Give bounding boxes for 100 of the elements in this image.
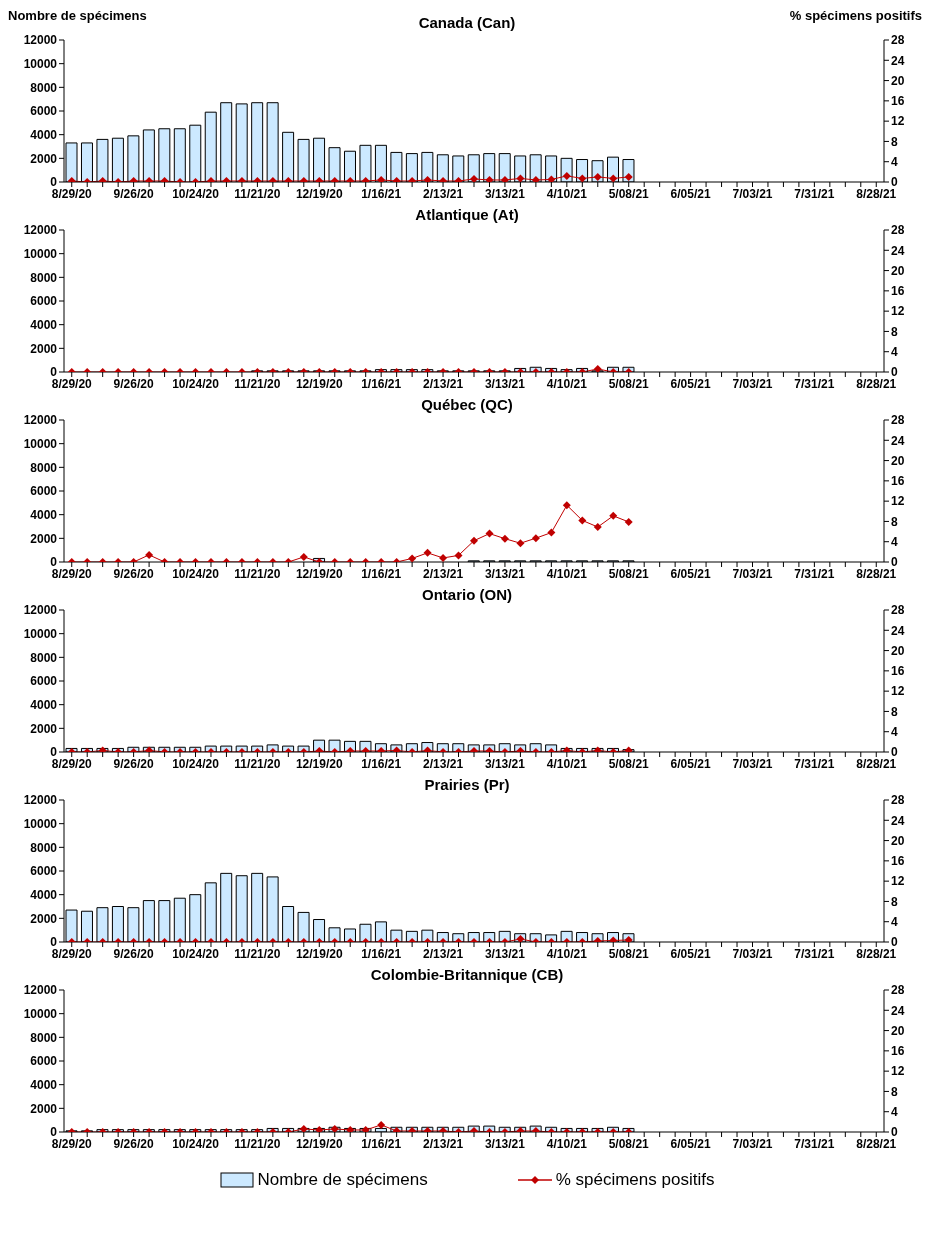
x-tick-label: 3/13/21 [484,566,526,581]
x-tick-label: 11/21/20 [234,756,281,771]
x-tick-label: 5/08/21 [608,756,650,771]
y2-tick-label: 8 [891,324,898,339]
y-tick-label: 4000 [30,697,58,712]
x-tick-label: 6/05/21 [670,186,711,201]
x-tick-label: 9/26/20 [113,566,154,581]
y2-tick-label: 4 [891,534,898,549]
x-tick-label: 4/10/21 [546,186,588,201]
y2-tick-label: 4 [891,154,898,169]
y2-tick-label: 20 [891,453,905,468]
x-tick-label: 6/05/21 [670,1136,711,1151]
y-tick-label: 2000 [30,911,58,926]
x-tick-label: 3/13/21 [484,376,526,391]
y2-tick-label: 16 [891,94,905,109]
x-tick-label: 9/26/20 [113,376,154,391]
y-tick-label: 12000 [23,983,58,998]
y2-tick-label: 8 [891,704,898,719]
x-tick-label: 12/19/20 [295,946,343,961]
x-tick-label: 3/13/21 [484,186,526,201]
y2-tick-label: 24 [891,243,905,258]
y-axis-title: Nombre de spécimens [8,8,147,23]
y2-tick-label: 12 [891,1064,905,1079]
y2-tick-label: 12 [891,304,905,319]
y-tick-label: 10000 [23,1006,58,1021]
y-tick-label: 4000 [30,887,58,902]
y-tick-label: 6000 [30,864,58,879]
x-tick-label: 3/13/21 [484,1136,526,1151]
y-tick-label: 6000 [30,674,58,689]
y-tick-label: 4000 [30,1077,58,1092]
y2-tick-label: 8 [891,134,898,149]
y-tick-label: 8000 [30,840,58,855]
x-tick-label: 7/31/21 [794,566,835,581]
y2-tick-label: 28 [891,603,905,618]
x-tick-label: 7/31/21 [794,186,835,201]
x-tick-label: 1/16/21 [361,756,402,771]
y2-tick-label: 16 [891,1044,905,1059]
x-tick-label: 9/26/20 [113,1136,154,1151]
y2-tick-label: 28 [891,223,905,238]
x-tick-label: 10/24/20 [172,376,220,391]
y2-tick-label: 24 [891,1003,905,1018]
legend-label: % spécimens positifs [555,1170,715,1190]
x-tick-label: 6/05/21 [670,566,711,581]
y2-tick-label: 28 [891,413,905,428]
y-tick-label: 4000 [30,127,58,142]
x-tick-label: 6/05/21 [670,946,711,961]
x-tick-label: 1/16/21 [361,186,402,201]
y-tick-label: 12000 [23,413,58,428]
y-tick-label: 8000 [30,650,58,665]
chart-title: Atlantique (At) [414,206,520,223]
x-tick-label: 9/26/20 [113,756,154,771]
y-tick-label: 6000 [30,484,58,499]
y-tick-label: 2000 [30,1101,58,1116]
x-tick-label: 4/10/21 [546,566,588,581]
chart-title: Prairies (Pr) [423,776,511,793]
y2-tick-label: 20 [891,643,905,658]
x-tick-label: 7/31/21 [794,376,835,391]
y2-tick-label: 20 [891,73,905,88]
x-tick-label: 7/31/21 [794,1136,835,1151]
y-tick-label: 10000 [23,246,58,261]
x-tick-label: 1/16/21 [361,1136,402,1151]
y-tick-label: 2000 [30,531,58,546]
y2-tick-label: 12 [891,874,905,889]
x-tick-label: 7/03/21 [732,756,773,771]
y2-tick-label: 24 [891,433,905,448]
y-tick-label: 4000 [30,317,58,332]
x-tick-label: 11/21/20 [234,946,281,961]
y-tick-label: 12000 [23,223,58,238]
y2-tick-label: 8 [891,514,898,529]
y2-tick-label: 12 [891,684,905,699]
y-tick-label: 2000 [30,341,58,356]
x-tick-label: 9/26/20 [113,946,154,961]
x-tick-label: 12/19/20 [295,566,343,581]
x-tick-label: 7/31/21 [794,946,835,961]
x-tick-label: 2/13/21 [423,946,464,961]
y2-tick-label: 8 [891,894,898,909]
y2-tick-label: 28 [891,983,905,998]
y2-tick-label: 28 [891,33,905,48]
x-tick-label: 11/21/20 [234,186,281,201]
y-tick-label: 8000 [30,460,58,475]
y2-tick-label: 8 [891,1084,898,1099]
x-tick-label: 11/21/20 [234,566,281,581]
x-tick-label: 7/03/21 [732,186,773,201]
chart-title: Québec (QC) [420,396,514,413]
x-tick-label: 4/10/21 [546,1136,588,1151]
y2-tick-label: 16 [891,664,905,679]
y2-tick-label: 20 [891,1023,905,1038]
x-tick-label: 12/19/20 [295,756,343,771]
x-tick-label: 7/03/21 [732,1136,773,1151]
x-tick-label: 6/05/21 [670,376,711,391]
y2-tick-label: 16 [891,474,905,489]
x-tick-label: 5/08/21 [608,1136,650,1151]
x-tick-label: 10/24/20 [172,186,220,201]
y-tick-label: 10000 [23,56,58,71]
x-tick-label: 2/13/21 [423,376,464,391]
x-tick-label: 3/13/21 [484,946,526,961]
x-tick-label: 4/10/21 [546,946,588,961]
y-tick-label: 10000 [23,816,58,831]
chart-title: Canada (Can) [418,14,516,31]
y-tick-label: 6000 [30,104,58,119]
